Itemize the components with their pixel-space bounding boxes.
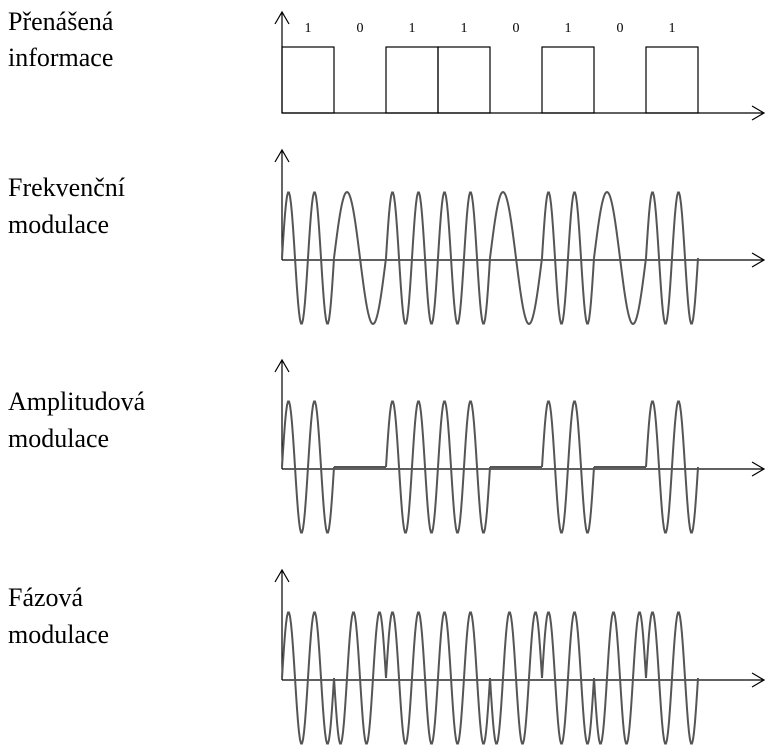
waveform-segment	[489, 190, 543, 326]
waveform-segment	[281, 191, 335, 325]
bit-label: 0	[617, 21, 624, 36]
panel-label: informace	[8, 43, 113, 72]
panel-label: Amplitudová	[8, 387, 146, 416]
panel-label: modulace	[8, 620, 109, 649]
waveform-segment	[645, 400, 699, 534]
waveform-segment	[593, 611, 647, 745]
bit-pulse	[385, 46, 439, 114]
waveform-segment	[437, 611, 491, 745]
waveform-segment	[437, 400, 491, 534]
bit-label: 1	[461, 21, 468, 36]
bit-pulse	[645, 46, 699, 114]
panel-label: modulace	[8, 424, 109, 453]
axis	[274, 358, 766, 477]
waveform-segment	[645, 191, 699, 325]
bit-label: 1	[305, 21, 312, 36]
waveform-segment	[281, 400, 335, 534]
waveform-segment	[333, 190, 387, 326]
waveform-segment	[541, 191, 595, 325]
panel-label: Fázová	[8, 583, 84, 612]
panel-label: Přenášená	[8, 7, 114, 36]
bit-label: 1	[565, 21, 572, 36]
axis	[274, 10, 766, 121]
axis	[274, 148, 766, 268]
bit-label: 1	[669, 21, 676, 36]
panel-label: modulace	[8, 210, 109, 239]
waveform-segment	[541, 400, 595, 534]
waveform-segment	[489, 611, 543, 745]
waveform-segment	[385, 611, 439, 745]
axis	[274, 568, 766, 688]
bit-pulse	[541, 46, 595, 114]
waveform-segment	[385, 400, 439, 534]
waveform-segment	[281, 611, 335, 745]
waveform-segment	[593, 190, 647, 326]
waveform-segment	[333, 611, 387, 745]
waveform-segment	[541, 611, 595, 745]
bit-pulse	[281, 46, 335, 114]
bit-label: 0	[513, 21, 520, 36]
bit-pulse	[437, 46, 491, 114]
waveform-segment	[385, 191, 439, 325]
bit-label: 1	[409, 21, 416, 36]
waveform-segment	[645, 611, 699, 745]
bit-label: 0	[357, 21, 364, 36]
panel-label: Frekvenční	[8, 173, 125, 202]
waveform-segment	[437, 191, 491, 325]
